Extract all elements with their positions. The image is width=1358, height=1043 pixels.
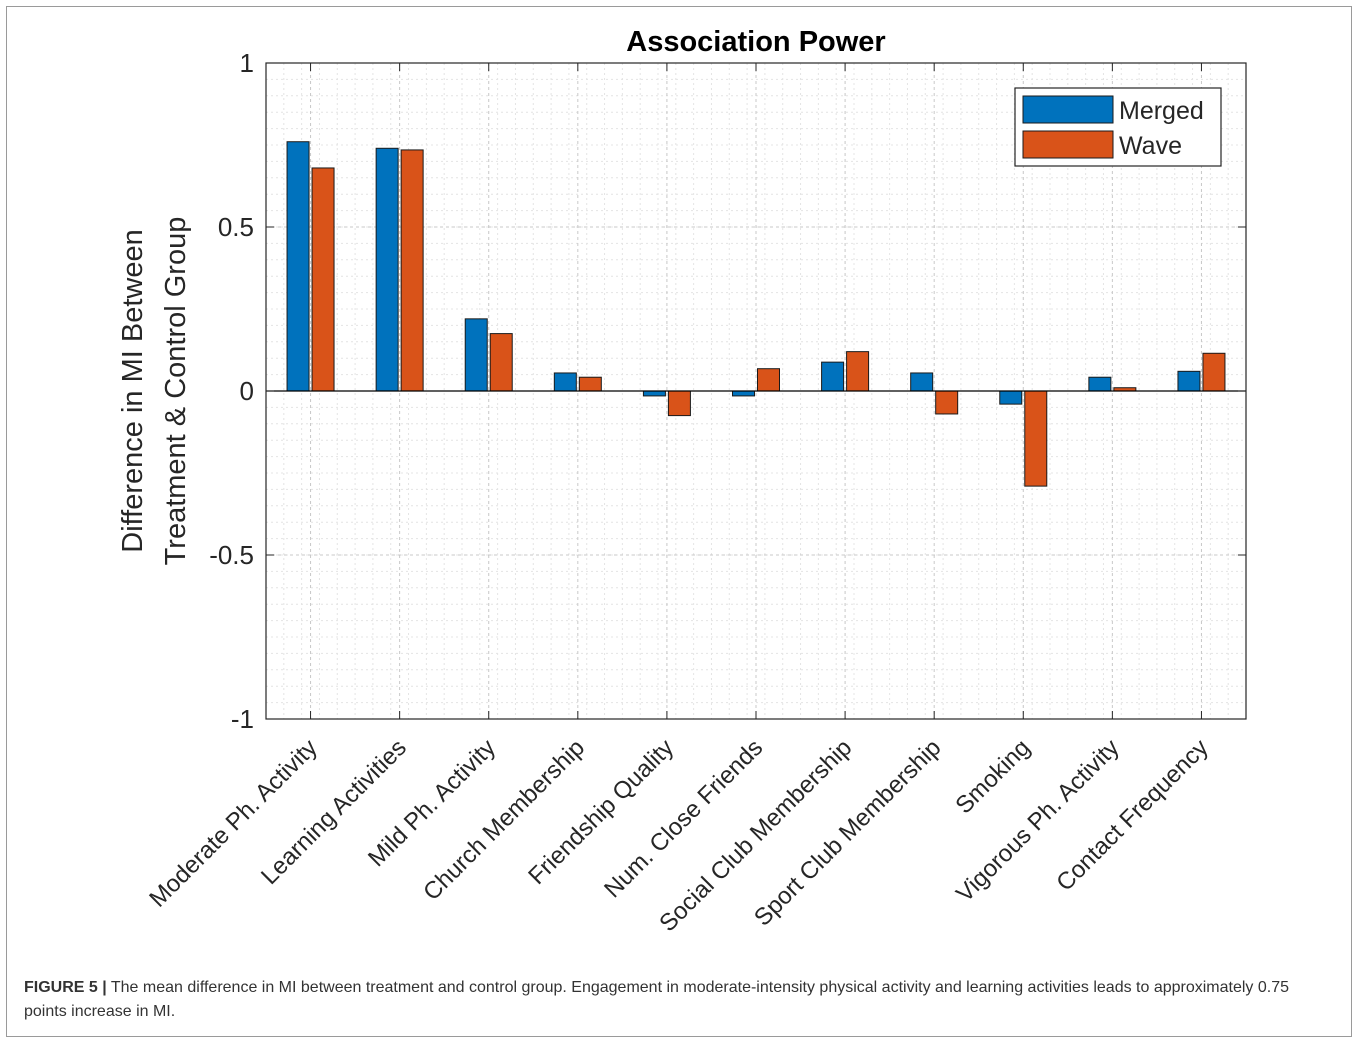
- figure-frame: [6, 6, 1352, 1037]
- bar-merged: [464, 318, 488, 392]
- bar-merged: [375, 147, 399, 392]
- bar-wave: [935, 390, 959, 415]
- x-tick-label: Num. Close Friends: [599, 734, 768, 903]
- bar-wave: [1202, 352, 1226, 392]
- bar-wave: [489, 333, 513, 392]
- bar-wave: [578, 376, 602, 392]
- chart-title: Association Power: [626, 26, 885, 58]
- y-axis-label-line-1: Difference in MI Between: [117, 229, 149, 552]
- y-tick-label: 0: [240, 376, 254, 406]
- x-tick-label: Sport Club Membership: [749, 734, 946, 931]
- bar-wave: [846, 351, 870, 392]
- y-tick-label: -0.5: [209, 540, 254, 570]
- y-tick-label: 0.5: [218, 212, 254, 242]
- x-tick-label: Vigorous Ph. Activity: [951, 734, 1124, 907]
- legend-label-merged: Merged: [1119, 97, 1204, 125]
- bar-merged: [553, 372, 577, 392]
- figure-caption: FIGURE 5 | The mean difference in MI bet…: [24, 976, 1334, 1024]
- bar-merged: [1088, 376, 1112, 392]
- y-tick-label: -1: [231, 704, 254, 734]
- bar-wave: [667, 390, 691, 417]
- x-tick-label: Contact Frequency: [1051, 734, 1213, 896]
- x-tick-label: Church Membership: [418, 734, 590, 906]
- legend-swatch-merged: [1022, 95, 1114, 124]
- x-tick-label: Moderate Ph. Activity: [144, 734, 323, 913]
- x-tick-label: Smoking: [950, 734, 1035, 819]
- bar-wave: [400, 149, 424, 392]
- y-axis-label-line-2: Treatment & Control Group: [160, 217, 192, 566]
- bar-wave: [757, 368, 780, 392]
- bar-wave: [1024, 390, 1048, 487]
- legend-swatch-wave: [1022, 130, 1114, 159]
- caption-text: The mean difference in MI between treatm…: [24, 979, 1290, 1020]
- bar-merged: [732, 390, 755, 397]
- bar-merged: [821, 361, 845, 392]
- caption-label: FIGURE 5 |: [24, 979, 107, 996]
- bar-merged: [1177, 370, 1201, 392]
- bar-merged: [286, 141, 310, 392]
- bar-merged: [642, 390, 666, 397]
- bar-wave: [311, 167, 335, 392]
- legend-label-wave: Wave: [1119, 132, 1182, 160]
- y-tick-label: 1: [240, 48, 254, 78]
- bar-merged: [999, 390, 1023, 405]
- bar-merged: [910, 372, 934, 392]
